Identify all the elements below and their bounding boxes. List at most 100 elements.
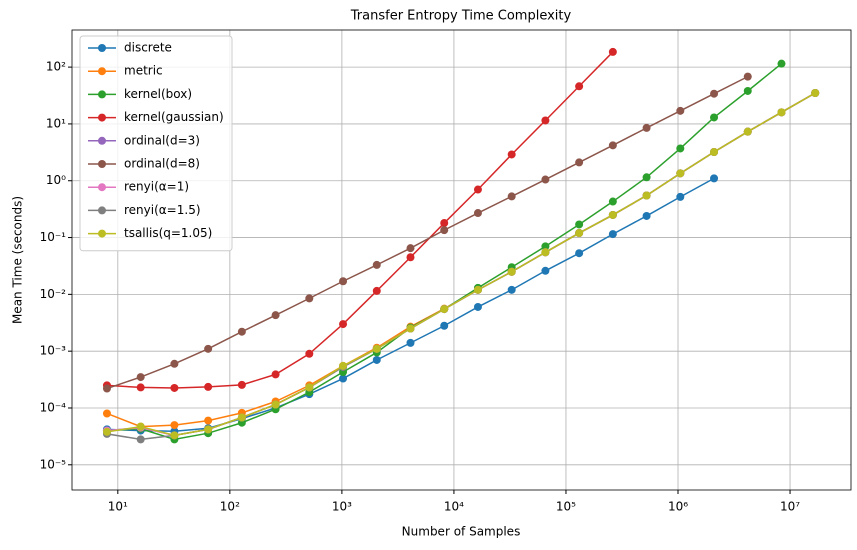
data-point (676, 144, 685, 153)
legend-marker (98, 136, 106, 145)
data-point (339, 361, 348, 370)
data-point (777, 59, 786, 68)
data-point (676, 169, 685, 178)
legend-marker (98, 113, 106, 122)
legend-label: renyi(α=1.5) (124, 203, 201, 217)
data-point (204, 382, 213, 391)
legend-marker (98, 229, 106, 238)
data-point (136, 373, 145, 382)
x-tick-label: 10⁵ (556, 500, 576, 514)
data-point (642, 123, 651, 132)
data-point (406, 244, 415, 253)
y-tick-label: 10² (46, 60, 66, 74)
legend-marker (98, 67, 106, 76)
data-point (473, 209, 482, 218)
series-line (106, 51, 614, 389)
data-point (372, 286, 381, 295)
legend-label: discrete (124, 41, 172, 55)
x-tick-label: 10² (220, 500, 240, 514)
legend-label: ordinal(d=3) (124, 133, 200, 147)
data-point (271, 370, 280, 379)
legend-box (79, 35, 233, 252)
data-point (575, 82, 584, 91)
data-point (440, 321, 449, 330)
data-point (541, 175, 550, 184)
data-point (473, 185, 482, 194)
data-point (743, 127, 752, 136)
data-point (507, 192, 516, 201)
data-point (271, 311, 280, 320)
data-point (339, 374, 348, 383)
data-point (507, 267, 516, 276)
data-point (642, 173, 651, 182)
data-point (204, 344, 213, 353)
data-point (136, 435, 145, 444)
y-tick-label: 10⁻⁵ (40, 457, 67, 471)
data-point (237, 380, 246, 389)
legend-label: tsallis(q=1.05) (124, 226, 212, 240)
y-tick-label: 10⁻² (40, 287, 67, 301)
data-point (642, 191, 651, 200)
legend-label: kernel(gaussian) (124, 110, 224, 124)
data-point (541, 242, 550, 251)
data-point (170, 383, 179, 392)
data-point (676, 192, 685, 201)
data-point (608, 230, 617, 239)
legend-marker (98, 183, 106, 192)
data-point (473, 302, 482, 311)
x-axis-label: Number of Samples (402, 525, 521, 539)
data-point (102, 384, 111, 393)
legend-marker (98, 206, 106, 215)
series-line (106, 75, 749, 390)
legend-marker (98, 160, 106, 168)
y-tick-label: 10⁻¹ (40, 230, 67, 244)
y-tick-label: 10⁰ (46, 173, 66, 187)
data-point (102, 409, 111, 418)
data-point (541, 116, 550, 125)
data-point (777, 108, 786, 117)
data-point (305, 383, 314, 392)
data-point (136, 422, 145, 431)
data-point (608, 47, 617, 56)
data-point (170, 359, 179, 368)
x-tick-label: 10³ (332, 500, 352, 514)
data-point (608, 197, 617, 206)
y-axis-label: Mean Time (seconds) (11, 196, 25, 324)
data-point (102, 427, 111, 436)
data-point (204, 416, 213, 425)
data-point (473, 285, 482, 294)
data-point (710, 174, 719, 183)
data-point (406, 253, 415, 262)
x-tick-label: 10¹ (108, 500, 128, 514)
legend-marker (98, 44, 106, 52)
data-point (575, 249, 584, 258)
y-tick-label: 10¹ (46, 116, 66, 130)
data-point (642, 211, 651, 220)
data-point (406, 338, 415, 347)
data-point (305, 349, 314, 358)
data-point (541, 266, 550, 275)
data-point (339, 277, 348, 286)
data-point (608, 210, 617, 219)
data-point (710, 113, 719, 122)
data-point (372, 260, 381, 269)
y-tick-label: 10⁻³ (40, 344, 67, 358)
data-point (507, 150, 516, 159)
data-point (710, 89, 719, 98)
data-point (710, 148, 719, 157)
chart-title: Transfer Entropy Time Complexity (350, 9, 572, 24)
data-point (676, 106, 685, 115)
data-point (406, 324, 415, 333)
data-point (440, 226, 449, 235)
data-point (743, 72, 752, 81)
data-point (237, 327, 246, 336)
data-point (339, 320, 348, 329)
data-point (440, 219, 449, 228)
series-line (106, 92, 816, 437)
y-tick-label: 10⁻⁴ (40, 400, 67, 414)
data-point (608, 141, 617, 150)
legend-label: ordinal(d=8) (124, 157, 200, 171)
x-tick-label: 10⁶ (668, 500, 688, 514)
data-point (440, 305, 449, 314)
